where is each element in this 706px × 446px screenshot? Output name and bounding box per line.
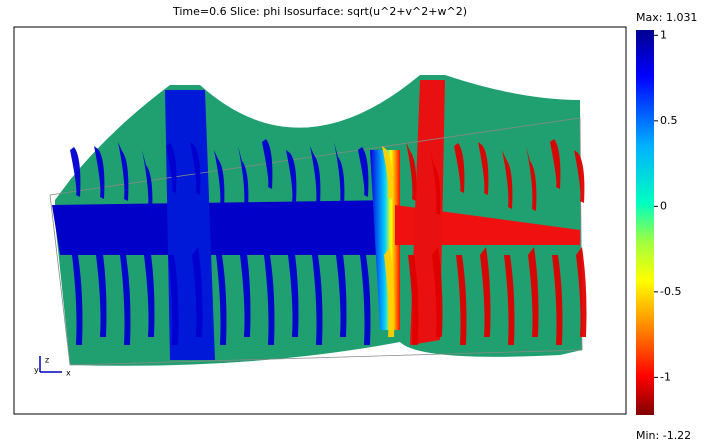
- colorbar-tick-label: 0: [660, 199, 667, 212]
- colorbar-min-label: Min: -1.22: [636, 429, 691, 442]
- blue-slice: [52, 200, 400, 255]
- colorbar: [636, 30, 654, 415]
- y-axis-label: y: [34, 366, 39, 375]
- x-axis-label: x: [66, 369, 71, 378]
- colorbar-tick-label: 1: [660, 28, 667, 41]
- plot-window: Time=0.6 Slice: phi Isosurface: sqrt(u^2…: [0, 0, 706, 446]
- plot-title: Time=0.6 Slice: phi Isosurface: sqrt(u^2…: [172, 5, 467, 18]
- colorbar-tick-label: -1: [660, 370, 671, 383]
- colorbar-tick-label: -0.5: [660, 285, 681, 298]
- colorbar-max-label: Max: 1.031: [636, 11, 697, 24]
- colorbar-tick-label: 0.5: [660, 114, 678, 127]
- z-axis-label: z: [45, 356, 49, 365]
